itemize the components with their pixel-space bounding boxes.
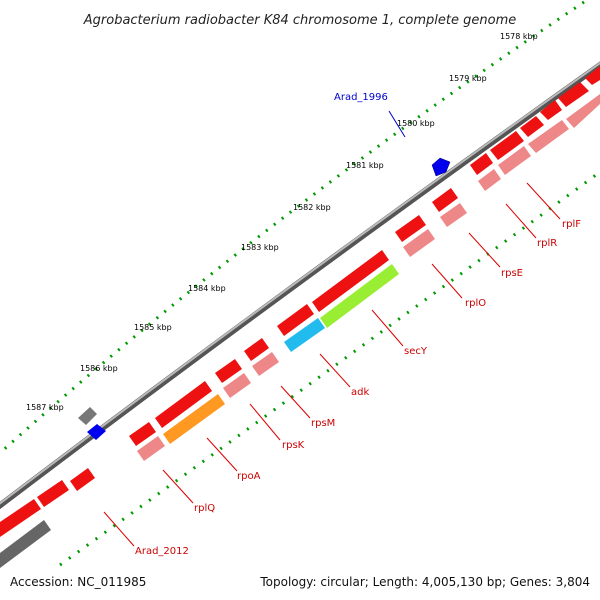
gene-bar[interactable] bbox=[137, 436, 165, 461]
gene-bar[interactable] bbox=[585, 66, 600, 85]
gene-bar[interactable] bbox=[478, 169, 501, 191]
ruler-label: 1585 kbp bbox=[134, 323, 172, 332]
gene-label-rpsM[interactable]: rpsM bbox=[311, 418, 335, 429]
gene-arrow-blue[interactable] bbox=[87, 424, 106, 440]
gene-bar[interactable] bbox=[528, 120, 569, 153]
ruler-label: 1580 kbp bbox=[397, 119, 435, 128]
gene-bar[interactable] bbox=[277, 304, 314, 336]
gene-bar[interactable] bbox=[155, 381, 212, 428]
gene-bar-grey[interactable] bbox=[0, 520, 51, 568]
ruler-label: 1579 kbp bbox=[449, 74, 487, 83]
gene-bar-secY-overlay[interactable] bbox=[320, 264, 399, 328]
gene-label-rpoA[interactable]: rpoA bbox=[237, 471, 261, 482]
ruler-label: 1586 kbp bbox=[80, 364, 118, 373]
gene-bar[interactable] bbox=[0, 499, 41, 537]
lower-dotted-track bbox=[59, 170, 600, 567]
gene-bar-adk-overlay[interactable] bbox=[284, 318, 325, 352]
accession-text: Accession: NC_011985 bbox=[10, 575, 146, 589]
ruler-label: 1582 kbp bbox=[293, 203, 331, 212]
gene-labels: Arad_1996 rplF rplR rpsE rplO secY adk r… bbox=[135, 92, 581, 557]
gene-track bbox=[0, 66, 600, 568]
ruler-label: 1581 kbp bbox=[346, 161, 384, 170]
gene-label-adk[interactable]: adk bbox=[351, 387, 369, 398]
ruler-label: 1578 kbp bbox=[500, 32, 538, 41]
gene-bar[interactable] bbox=[540, 100, 562, 120]
gene-bar[interactable] bbox=[470, 153, 493, 175]
gene-bar[interactable] bbox=[215, 359, 242, 383]
label-leaders bbox=[103, 110, 561, 547]
ruler-dotted-line bbox=[0, 0, 590, 456]
gene-label-rplQ[interactable]: rplQ bbox=[194, 503, 215, 514]
gene-bar[interactable] bbox=[490, 131, 524, 160]
gene-bar[interactable] bbox=[70, 468, 95, 491]
gene-label-rpsE[interactable]: rpsE bbox=[501, 268, 523, 279]
gene-bar[interactable] bbox=[395, 215, 426, 242]
gene-bar[interactable] bbox=[440, 203, 467, 227]
gene-label-rplR[interactable]: rplR bbox=[537, 238, 557, 249]
gene-label-arad-2012[interactable]: Arad_2012 bbox=[135, 546, 189, 557]
gene-bar[interactable] bbox=[37, 480, 69, 507]
gene-bar[interactable] bbox=[498, 146, 531, 175]
gene-bar[interactable] bbox=[520, 116, 544, 137]
gene-bar-rpoA-overlay[interactable] bbox=[163, 394, 225, 444]
gene-bar[interactable] bbox=[566, 94, 600, 128]
summary-text: Topology: circular; Length: 4,005,130 bp… bbox=[259, 575, 590, 589]
map-title: Agrobacterium radiobacter K84 chromosome… bbox=[83, 13, 516, 28]
gene-bar[interactable] bbox=[403, 229, 435, 257]
gene-bar[interactable] bbox=[432, 188, 458, 212]
gene-arrow-arad-1996[interactable] bbox=[431, 157, 451, 177]
genome-backbone bbox=[0, 61, 600, 510]
gene-label-rplO[interactable]: rplO bbox=[465, 298, 486, 309]
gene-bar[interactable] bbox=[223, 373, 251, 398]
gene-bar[interactable] bbox=[558, 82, 589, 107]
gene-label-rplF[interactable]: rplF bbox=[562, 219, 581, 230]
gene-arrow-grey[interactable] bbox=[78, 407, 97, 425]
forward-strand-features bbox=[78, 157, 451, 440]
gene-bar[interactable] bbox=[252, 352, 279, 376]
ruler-label: 1583 kbp bbox=[241, 243, 279, 252]
ruler-label: 1584 kbp bbox=[188, 284, 226, 293]
gene-label-secY[interactable]: secY bbox=[404, 346, 428, 357]
gene-bar-secY[interactable] bbox=[312, 250, 389, 312]
gene-bar[interactable] bbox=[244, 338, 269, 361]
gene-label-arad-1996[interactable]: Arad_1996 bbox=[334, 92, 388, 103]
ruler-labels: 1578 kbp 1579 kbp 1580 kbp 1581 kbp 1582… bbox=[26, 32, 538, 412]
ruler-label: 1587 kbp bbox=[26, 403, 64, 412]
gene-bar[interactable] bbox=[129, 422, 156, 446]
gene-label-rpsK[interactable]: rpsK bbox=[282, 440, 305, 451]
